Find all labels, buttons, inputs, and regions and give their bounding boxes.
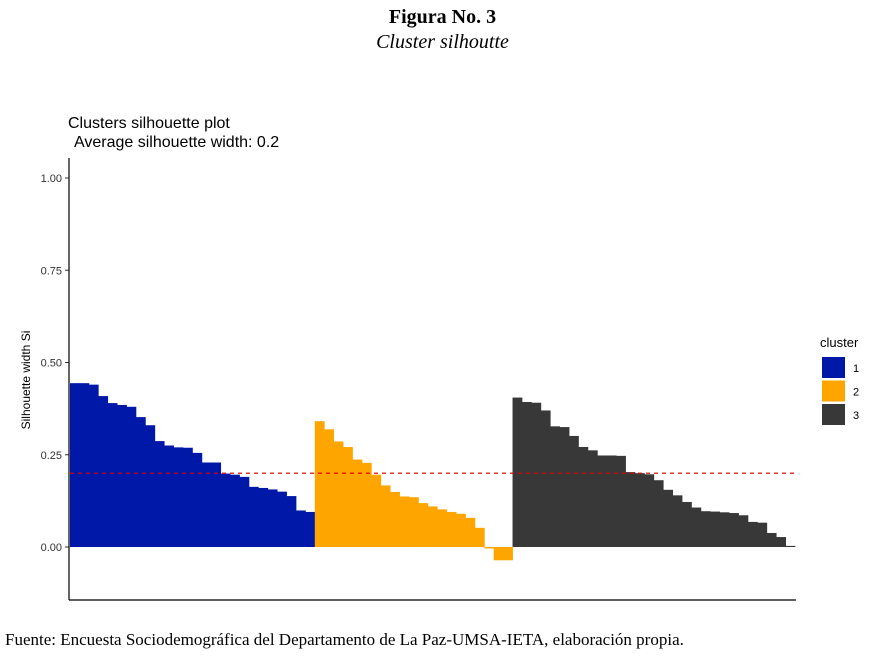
bar-cluster-3 <box>587 450 598 547</box>
bar-cluster-2 <box>493 547 504 561</box>
figure-source: Fuente: Encuesta Sociodemográfica del De… <box>5 630 684 649</box>
bar-cluster-2 <box>380 485 391 547</box>
bar-cluster-1 <box>164 445 174 547</box>
bar-cluster-2 <box>503 547 513 561</box>
y-axis-label: Silhouette width Si <box>19 331 33 430</box>
bar-cluster-1 <box>258 487 269 547</box>
bar-cluster-1 <box>248 486 259 547</box>
bar-cluster-1 <box>305 511 316 547</box>
bar-cluster-3 <box>531 402 542 547</box>
bar-cluster-2 <box>333 441 344 547</box>
chart-subtitle: Average silhouette width: 0.2 <box>74 134 279 151</box>
bar-cluster-3 <box>559 427 570 547</box>
bar-cluster-3 <box>512 397 523 547</box>
bar-cluster-2 <box>324 429 335 547</box>
bar-cluster-3 <box>682 501 692 547</box>
figure-caption: Cluster silhoutte <box>376 31 509 53</box>
bar-cluster-3 <box>719 512 730 547</box>
y-tick-label: 0.25 <box>41 450 62 462</box>
bar-cluster-3 <box>691 507 702 547</box>
y-tick-label: 0.50 <box>41 358 62 370</box>
legend-swatch-1 <box>822 357 845 378</box>
chart-title: Clusters silhouette plot <box>68 115 230 132</box>
bar-cluster-3 <box>578 447 589 547</box>
bar-cluster-3 <box>653 480 664 547</box>
bar-cluster-3 <box>672 495 683 547</box>
figure-number: Figura No. 3 <box>388 6 497 28</box>
bar-cluster-1 <box>70 383 80 547</box>
bar-cluster-3 <box>700 511 711 547</box>
y-tick-label: 1.00 <box>41 173 62 185</box>
bar-cluster-2 <box>371 474 382 547</box>
bar-cluster-3 <box>710 511 721 547</box>
bar-cluster-3 <box>766 532 777 547</box>
bar-cluster-1 <box>154 441 165 547</box>
bar-cluster-1 <box>295 510 306 547</box>
bar-cluster-1 <box>192 452 203 547</box>
bar-cluster-2 <box>446 511 457 547</box>
bar-cluster-1 <box>239 476 250 547</box>
bar-cluster-3 <box>634 473 645 547</box>
bar-cluster-3 <box>776 537 786 547</box>
bar-cluster-2 <box>408 497 419 547</box>
bar-cluster-3 <box>569 435 579 547</box>
bar-cluster-2 <box>418 503 429 547</box>
bar-cluster-3 <box>785 545 796 547</box>
bar-cluster-3 <box>616 455 626 547</box>
bar-cluster-3 <box>597 455 608 547</box>
bar-cluster-1 <box>79 383 90 547</box>
bar-cluster-2 <box>465 517 476 547</box>
bar-cluster-2 <box>437 509 448 547</box>
bar-cluster-3 <box>606 455 617 547</box>
bar-cluster-1 <box>135 417 146 547</box>
legend: cluster 1 2 3 <box>820 335 859 425</box>
bar-cluster-3 <box>747 521 758 547</box>
bar-cluster-1 <box>145 425 156 547</box>
bar-cluster-2 <box>361 462 372 547</box>
bar-cluster-1 <box>117 404 127 547</box>
y-tick-label: 0.00 <box>41 542 62 554</box>
legend-swatch-2 <box>822 380 845 402</box>
legend-title: cluster <box>820 335 859 350</box>
bar-cluster-1 <box>286 496 297 547</box>
bar-cluster-3 <box>644 474 655 547</box>
bar-cluster-2 <box>343 447 353 547</box>
bar-cluster-1 <box>126 406 137 547</box>
bar-cluster-2 <box>474 527 485 547</box>
bar-cluster-1 <box>220 473 231 547</box>
silhouette-chart: Clusters silhouette plot Average silhoue… <box>19 115 859 601</box>
bar-cluster-2 <box>390 492 400 547</box>
legend-swatch-3 <box>822 404 845 425</box>
bar-cluster-1 <box>107 403 118 547</box>
bar-cluster-1 <box>211 462 222 547</box>
bar-cluster-2 <box>314 421 325 547</box>
legend-label-2: 2 <box>853 387 859 399</box>
bar-cluster-2 <box>456 513 466 547</box>
bar-cluster-2 <box>399 496 410 547</box>
bar-cluster-1 <box>230 474 240 547</box>
bar-cluster-3 <box>540 410 551 547</box>
bar-cluster-1 <box>182 447 193 547</box>
bar-cluster-3 <box>729 513 739 547</box>
bar-cluster-1 <box>277 491 287 547</box>
bar-cluster-1 <box>173 447 184 547</box>
legend-label-1: 1 <box>853 363 859 375</box>
bar-cluster-2 <box>484 547 495 549</box>
bar-cluster-1 <box>88 384 99 547</box>
y-tick-label: 0.75 <box>41 265 62 277</box>
bar-cluster-3 <box>738 515 749 547</box>
bar-cluster-1 <box>201 462 212 547</box>
bar-cluster-3 <box>625 472 636 547</box>
bar-cluster-3 <box>550 426 561 547</box>
bar-cluster-1 <box>267 489 278 547</box>
bar-cluster-1 <box>98 396 109 547</box>
bar-cluster-3 <box>757 522 768 547</box>
bar-cluster-3 <box>663 489 673 547</box>
legend-label-3: 3 <box>853 410 859 422</box>
bar-cluster-2 <box>352 459 363 547</box>
bar-cluster-3 <box>521 401 532 547</box>
bar-cluster-2 <box>427 506 438 547</box>
